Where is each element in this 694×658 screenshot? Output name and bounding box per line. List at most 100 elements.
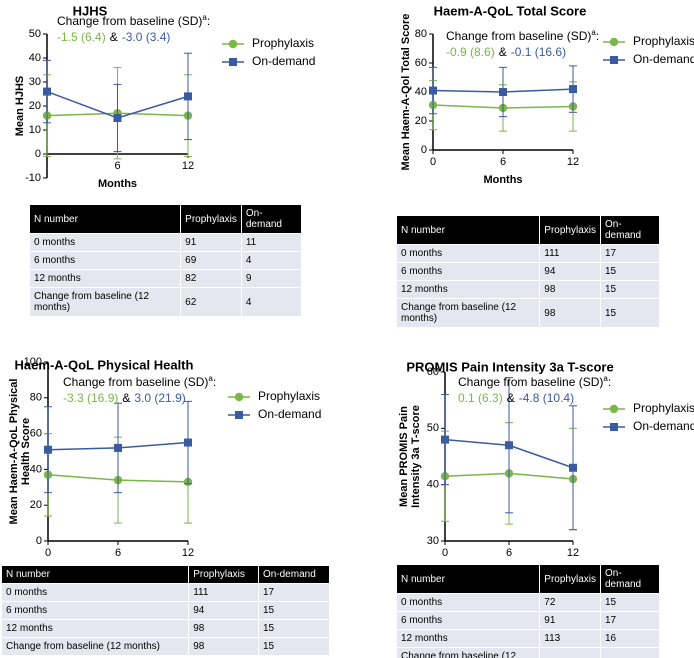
x-tick-label: 12 bbox=[567, 156, 579, 168]
marker bbox=[429, 86, 437, 95]
annotation-text: Change from baseline (SD) bbox=[57, 14, 202, 28]
annotation-end: : bbox=[207, 14, 210, 28]
legend-label: On-demand bbox=[252, 54, 315, 68]
annotation-values: -3.3 (16.9) & 3.0 (21.9) bbox=[63, 391, 186, 405]
cell: 98 bbox=[539, 298, 601, 327]
annotation-end: : bbox=[213, 375, 216, 389]
cell: 69 bbox=[180, 251, 242, 270]
cell: 6 months bbox=[397, 611, 541, 630]
x-axis-label: Months bbox=[483, 174, 522, 186]
n-table: N number Prophylaxis On-demand 0 months 111 1… bbox=[397, 216, 661, 327]
cell: 6 months bbox=[2, 601, 190, 620]
cell: 98 bbox=[539, 280, 601, 299]
y-tick-label: 20 bbox=[415, 115, 427, 127]
header-cell: N number bbox=[30, 205, 182, 234]
y-tick-label: 40 bbox=[29, 52, 41, 64]
legend-marker bbox=[609, 404, 619, 414]
cell: 94 bbox=[539, 262, 601, 281]
legend-label: On-demand bbox=[633, 419, 694, 433]
y-axis-label: Mean Haem-A-Qol Total Score bbox=[400, 14, 412, 171]
legend-label: Prophylaxis bbox=[633, 401, 694, 415]
change-value: -3.0 (3.4) bbox=[122, 30, 171, 44]
cell: Change from baseline (12 months) bbox=[397, 298, 541, 327]
cell: 14 bbox=[600, 647, 661, 658]
cell: 17 bbox=[600, 611, 661, 630]
n-table: N number Prophylaxis On-demand 0 months 72 15… bbox=[397, 565, 661, 658]
y-tick-label: -10 bbox=[25, 172, 41, 184]
y-axis-label: Health Score bbox=[20, 418, 32, 485]
y-tick-label: 100 bbox=[24, 356, 42, 368]
cell: 11 bbox=[241, 233, 303, 252]
cell: 98 bbox=[188, 637, 259, 655]
separator: & bbox=[122, 391, 130, 405]
separator: & bbox=[499, 45, 507, 59]
header-cell: Prophylaxis bbox=[180, 205, 242, 234]
y-tick-label: 40 bbox=[415, 86, 427, 98]
cell: 82 bbox=[180, 269, 242, 288]
y-tick-label: 40 bbox=[30, 463, 42, 475]
n-table: N number Prophylaxis On-demand 0 months 91 11… bbox=[30, 205, 303, 316]
y-axis-label: Mean Haem-A-QoL Physical bbox=[8, 379, 20, 525]
marker bbox=[499, 88, 507, 96]
y-tick-label: 50 bbox=[427, 422, 439, 434]
cell: 15 bbox=[600, 298, 661, 327]
cell: Change from baseline (12 months) bbox=[2, 637, 190, 655]
row: 6 months 94 15 bbox=[397, 262, 661, 281]
cell: 9 bbox=[241, 269, 303, 288]
annotation-text: Change from baseline (SD) bbox=[63, 375, 208, 389]
annotation-sup: a bbox=[202, 13, 207, 22]
x-tick-label: 6 bbox=[506, 547, 512, 559]
marker bbox=[505, 441, 513, 450]
annotation-sup: a bbox=[591, 28, 596, 37]
y-axis-label: Mean PROMIS Pain bbox=[398, 406, 410, 507]
cell: 15 bbox=[600, 280, 661, 299]
cell: 12 months bbox=[2, 619, 190, 638]
x-tick-label: 6 bbox=[114, 160, 120, 172]
cell: 15 bbox=[600, 593, 661, 612]
cell: Change from baseline (12 months) bbox=[30, 287, 182, 316]
legend-marker bbox=[609, 37, 619, 47]
row: 0 months 111 17 bbox=[2, 583, 331, 602]
separator: & bbox=[110, 30, 118, 44]
row: 12 months 82 9 bbox=[30, 269, 303, 288]
annotation-values: -0.9 (8.6) & -0.1 (16.6) bbox=[446, 45, 566, 59]
y-tick-label: 40 bbox=[427, 479, 439, 491]
y-axis-label: Intensity 3a T-score bbox=[410, 405, 422, 508]
y-tick-label: 60 bbox=[427, 366, 439, 378]
annotation-sup: a bbox=[603, 374, 608, 383]
row: Change from baseline (12 months) 98 15 bbox=[397, 298, 661, 327]
marker bbox=[569, 463, 577, 472]
chart-title: HJHS bbox=[73, 3, 108, 18]
cell: 0 months bbox=[2, 583, 190, 602]
x-tick-label: 0 bbox=[430, 156, 436, 168]
row: 12 months 98 15 bbox=[397, 280, 661, 299]
cell: 0 months bbox=[30, 233, 182, 252]
separator: & bbox=[507, 391, 515, 405]
header-row: N number Prophylaxis On-demand bbox=[397, 216, 661, 245]
header-row: N number Prophylaxis On-demand bbox=[2, 566, 331, 584]
y-tick-label: 60 bbox=[415, 57, 427, 69]
y-tick-label: 80 bbox=[30, 392, 42, 404]
annotation-values: -1.5 (6.4) & -3.0 (3.4) bbox=[57, 30, 170, 44]
x-tick-label: 6 bbox=[500, 156, 506, 168]
header-cell: Prophylaxis bbox=[539, 216, 601, 245]
legend-marker bbox=[235, 411, 243, 419]
y-tick-label: 50 bbox=[29, 28, 41, 40]
legend-label: Prophylaxis bbox=[258, 389, 320, 403]
cell: 12 months bbox=[397, 629, 541, 648]
x-tick-label: 12 bbox=[182, 160, 194, 172]
change-value: 3.0 (21.9) bbox=[134, 391, 185, 405]
cell: 111 bbox=[188, 583, 259, 602]
marker bbox=[184, 92, 192, 101]
y-axis-label: Mean HJHS bbox=[14, 76, 26, 137]
cell: 91 bbox=[180, 233, 242, 252]
row: 0 months 91 11 bbox=[30, 233, 303, 252]
y-tick-label: 0 bbox=[421, 144, 427, 156]
y-tick-label: 30 bbox=[427, 535, 439, 547]
x-tick-label: 6 bbox=[115, 547, 121, 559]
cell: 65 bbox=[539, 647, 601, 658]
cell: 6 months bbox=[30, 251, 182, 270]
y-tick-label: 20 bbox=[30, 499, 42, 511]
row: Change from baseline (12 months) 98 15 bbox=[2, 637, 331, 655]
